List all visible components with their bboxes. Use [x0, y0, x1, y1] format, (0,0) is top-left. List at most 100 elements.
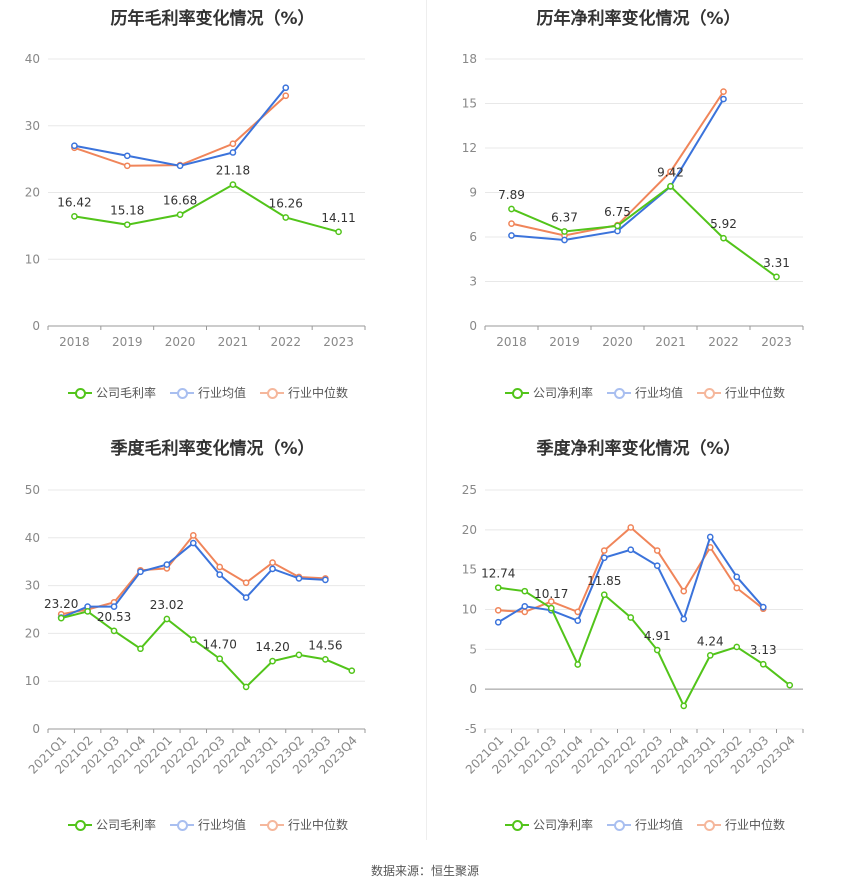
data-point-company[interactable] [163, 615, 171, 623]
data-point-industry_median[interactable] [494, 606, 502, 614]
data-point-industry_median[interactable] [733, 584, 741, 592]
data-point-company[interactable] [508, 205, 515, 213]
x-tick-label: 2021 [655, 335, 686, 349]
legend-industry-avg[interactable]: 行业均值 [607, 384, 683, 401]
data-point-company[interactable] [680, 702, 688, 710]
data-point-industry_avg[interactable] [759, 603, 767, 611]
legend-industry-median[interactable]: 行业中位数 [260, 816, 348, 833]
legend-industry-avg[interactable]: 行业均值 [170, 384, 246, 401]
data-point-industry_median[interactable] [627, 524, 635, 531]
data-point-industry_avg[interactable] [680, 615, 688, 623]
legend-industry-median[interactable]: 行业中位数 [697, 384, 785, 401]
data-point-company[interactable] [653, 646, 661, 654]
legend-industry-avg[interactable]: 行业均值 [170, 816, 246, 833]
data-point-industry_median[interactable] [600, 547, 608, 554]
data-point-company[interactable] [322, 656, 329, 663]
data-point-industry_avg[interactable] [269, 565, 276, 573]
data-point-company[interactable] [71, 213, 78, 220]
data-point-company[interactable] [720, 234, 727, 242]
data-point-industry_median[interactable] [720, 88, 727, 95]
legend-company[interactable]: 公司净利率 [505, 816, 593, 833]
data-point-industry_avg[interactable] [720, 95, 727, 103]
data-point-company[interactable] [335, 228, 342, 236]
annual-net-margin-chart: 历年净利率变化情况（%） 0 3 6 9 12 15 18 2018 2019 2020 2021 2… [427, 0, 850, 415]
data-point-company[interactable] [137, 645, 144, 653]
data-point-industry_avg[interactable] [71, 142, 78, 150]
data-point-company[interactable] [786, 681, 794, 689]
data-point-industry_avg[interactable] [137, 568, 144, 576]
data-point-company[interactable] [282, 214, 290, 221]
data-point-industry_median[interactable] [242, 579, 250, 587]
data-point-industry_avg[interactable] [600, 554, 608, 562]
data-point-industry_avg[interactable] [494, 618, 502, 626]
data-point-company[interactable] [759, 660, 767, 668]
data-point-industry_avg[interactable] [295, 575, 303, 582]
data-point-industry_avg[interactable] [242, 594, 250, 601]
data-point-industry_avg[interactable] [322, 576, 329, 584]
data-point-company[interactable] [229, 181, 237, 188]
data-point-industry_median[interactable] [123, 162, 131, 170]
data-point-company[interactable] [295, 651, 303, 659]
data-point-company[interactable] [627, 614, 635, 621]
legend-company[interactable]: 公司净利率 [505, 384, 593, 401]
data-point-industry_avg[interactable] [521, 602, 529, 610]
data-point-industry_median[interactable] [680, 587, 688, 595]
data-point-industry_median[interactable] [269, 559, 276, 567]
data-point-company[interactable] [84, 608, 91, 615]
legend-industry-median[interactable]: 行业中位数 [260, 384, 348, 401]
data-point-industry_avg[interactable] [574, 617, 582, 625]
data-point-company[interactable] [123, 221, 131, 229]
data-point-industry_avg[interactable] [614, 227, 621, 235]
data-point-company[interactable] [600, 591, 608, 599]
data-point-industry_avg[interactable] [282, 84, 290, 92]
data-point-industry_median[interactable] [521, 608, 529, 616]
legend-industry-median[interactable]: 行业中位数 [697, 816, 785, 833]
data-point-company[interactable] [521, 587, 529, 595]
data-point-industry_avg[interactable] [216, 571, 224, 578]
data-point-company[interactable] [494, 584, 502, 592]
legend-company[interactable]: 公司毛利率 [68, 384, 156, 401]
data-point-industry_median[interactable] [229, 140, 237, 148]
data-point-company[interactable] [561, 228, 568, 235]
data-point-industry_avg[interactable] [706, 533, 714, 541]
data-point-company[interactable] [706, 652, 714, 659]
data-point-company[interactable] [574, 661, 582, 668]
data-point-company[interactable] [547, 604, 555, 612]
data-point-industry_avg[interactable] [627, 546, 635, 554]
legend-company[interactable]: 公司毛利率 [68, 816, 156, 833]
data-point-company[interactable] [57, 614, 65, 622]
data-point-industry_median[interactable] [653, 547, 661, 554]
data-point-industry_avg[interactable] [189, 539, 197, 547]
data-point-company[interactable] [189, 636, 197, 643]
legend-industry-avg[interactable]: 行业均值 [607, 816, 683, 833]
data-point-industry_avg[interactable] [123, 152, 131, 160]
data-point-company[interactable] [110, 627, 118, 635]
data-point-company[interactable] [733, 643, 741, 651]
data-point-company[interactable] [614, 222, 621, 230]
data-point-industry_avg[interactable] [733, 573, 741, 581]
data-point-industry_median[interactable] [216, 563, 224, 571]
data-point-industry_median[interactable] [189, 532, 197, 539]
data-point-industry_avg[interactable] [176, 162, 184, 170]
data-point-company[interactable] [269, 657, 276, 665]
data-point-industry_avg[interactable] [653, 562, 661, 570]
data-point-industry_avg[interactable] [508, 232, 515, 239]
data-point-company[interactable] [176, 211, 184, 219]
data-point-industry_median[interactable] [282, 92, 290, 100]
data-point-industry_median[interactable] [547, 598, 555, 605]
x-tick-label: 2020 [602, 335, 633, 349]
data-point-industry_avg[interactable] [229, 149, 237, 156]
data-point-industry_avg[interactable] [110, 603, 118, 610]
data-point-industry_avg[interactable] [561, 236, 568, 244]
chart-legend: 公司毛利率 行业均值 行业中位数 [68, 384, 362, 401]
data-point-company[interactable] [773, 273, 780, 281]
data-point-industry_median[interactable] [667, 168, 674, 176]
data-point-industry_avg[interactable] [163, 561, 171, 568]
data-point-company[interactable] [216, 655, 224, 663]
data-point-industry_median[interactable] [574, 608, 582, 616]
y-tick-label: 5 [469, 642, 477, 656]
data-point-company[interactable] [667, 182, 674, 190]
data-point-company[interactable] [242, 683, 250, 691]
data-point-industry_median[interactable] [508, 220, 515, 227]
data-point-company[interactable] [348, 667, 356, 675]
